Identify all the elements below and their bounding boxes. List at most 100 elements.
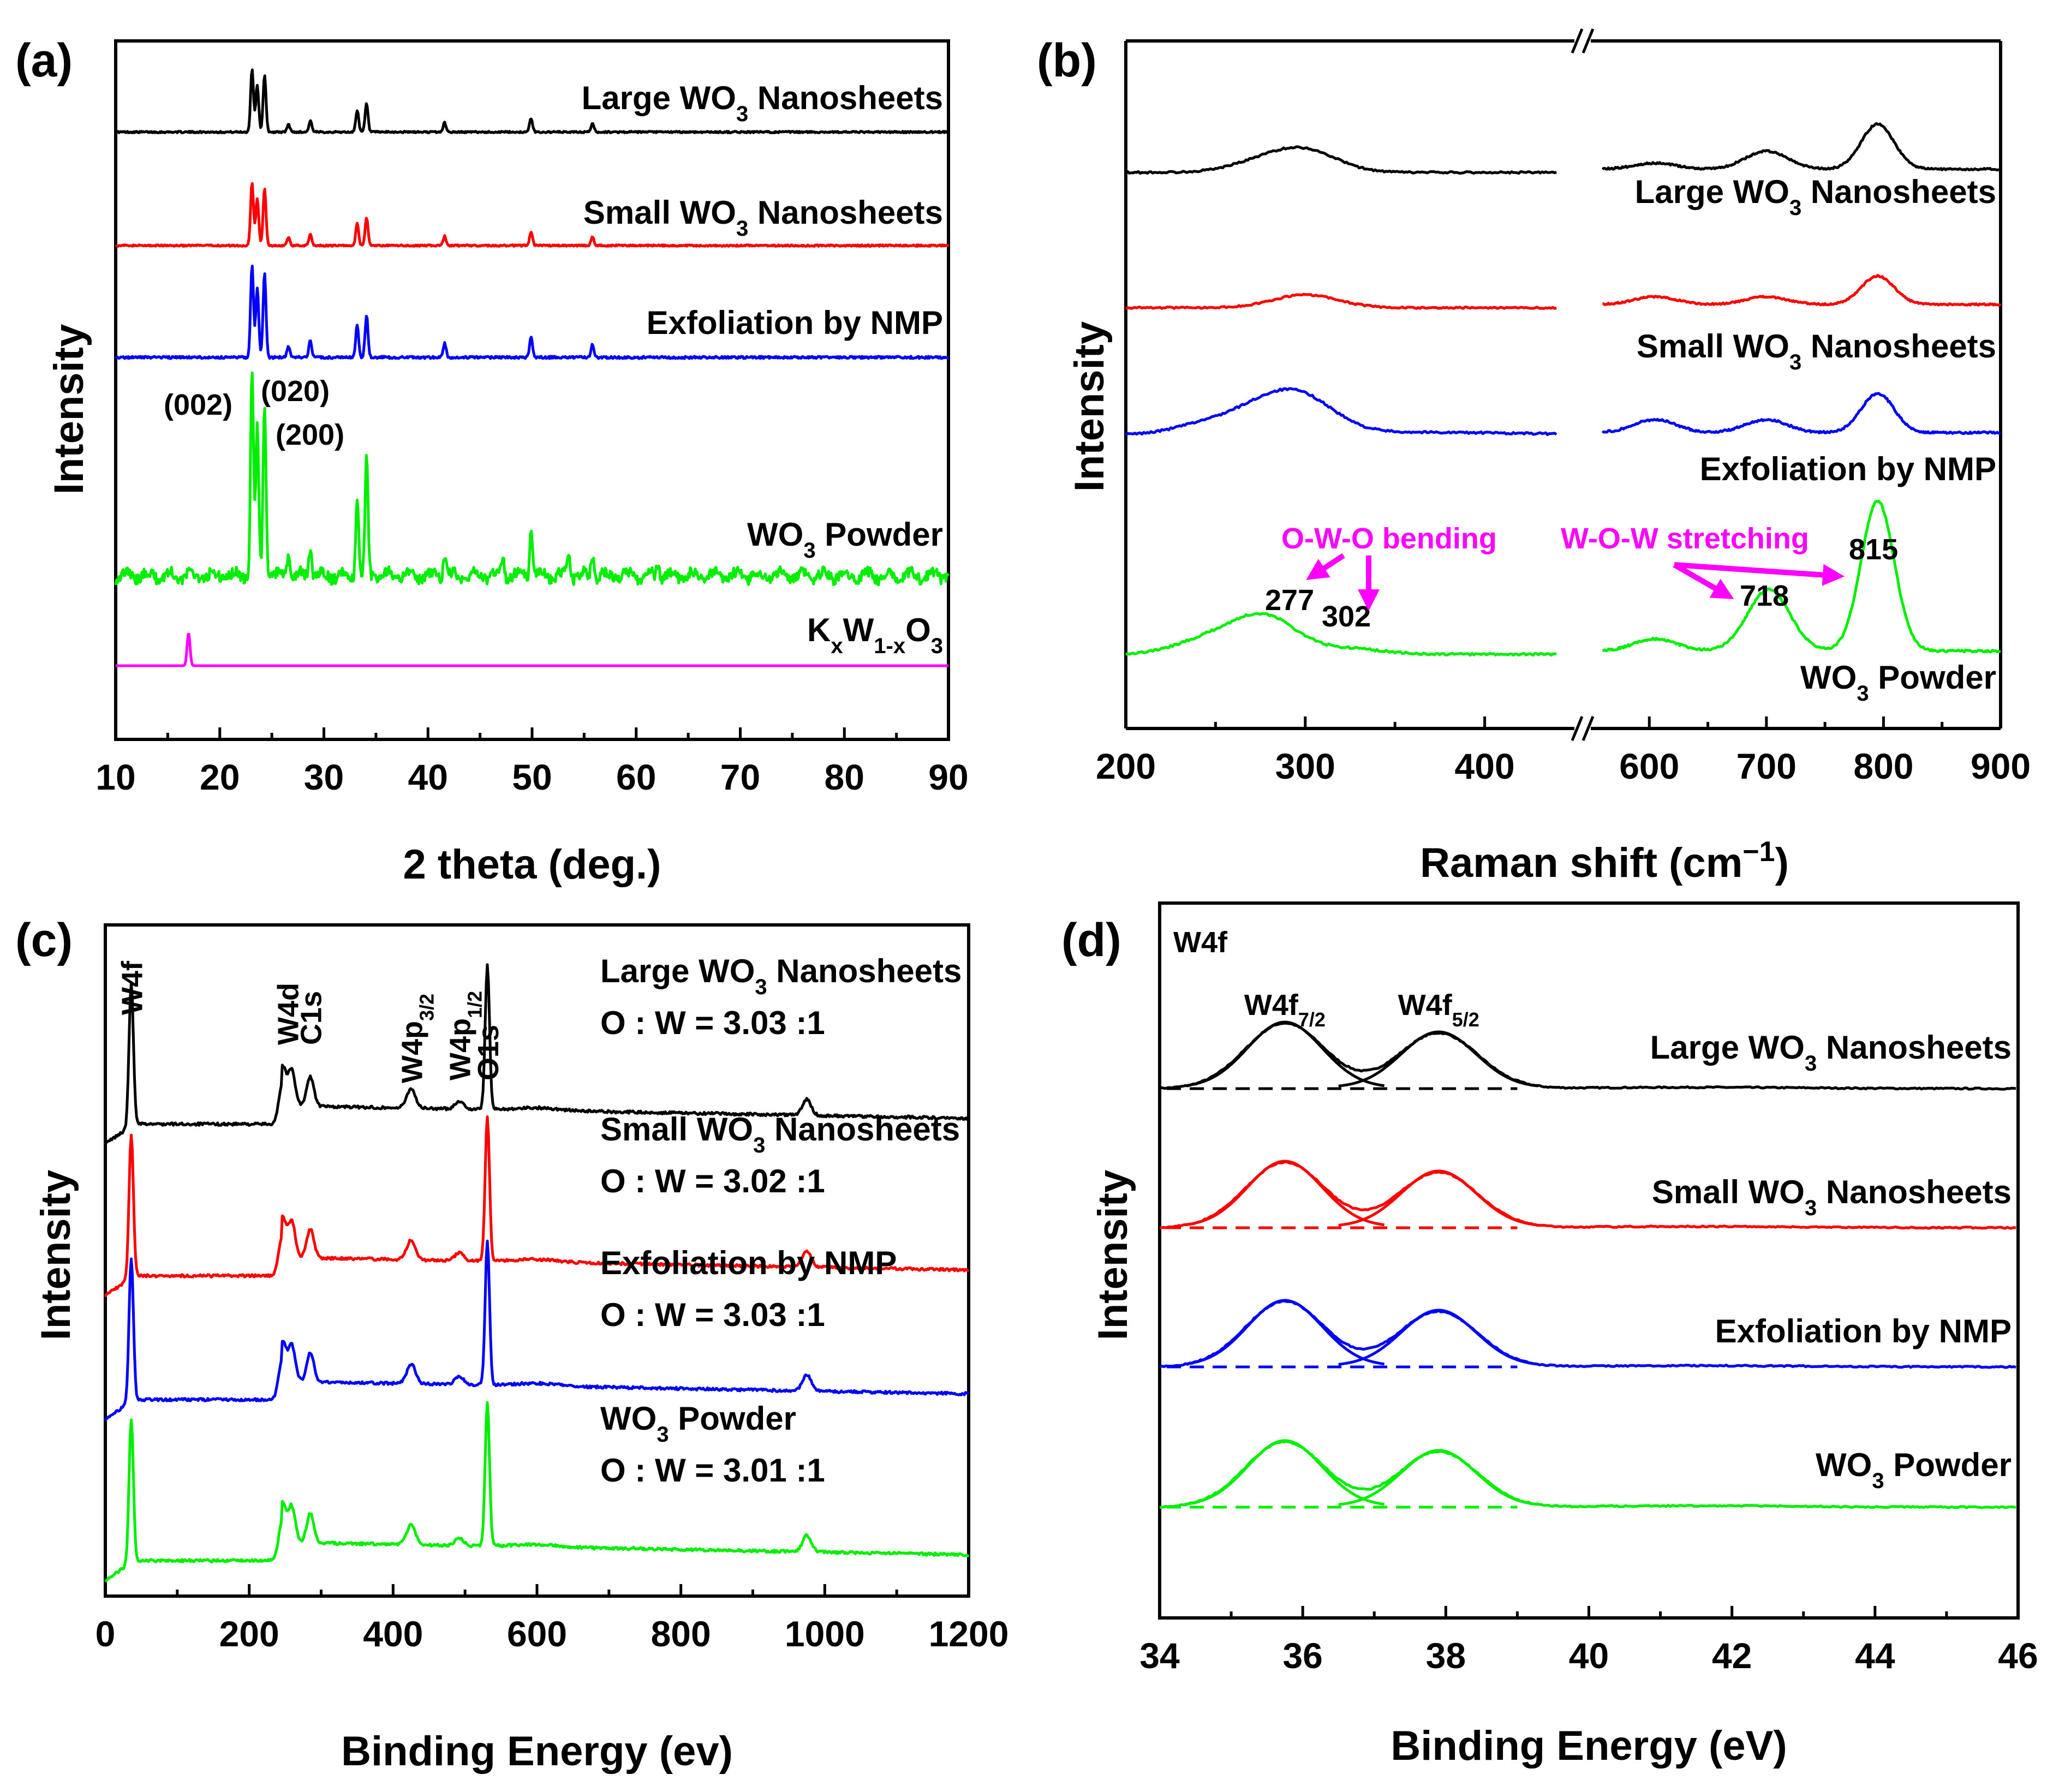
annotation-arrow bbox=[1306, 553, 1345, 580]
series-label: WO3 Powder bbox=[1800, 659, 1996, 706]
x-tick-label: 900 bbox=[1971, 746, 2031, 786]
panel-label: (c) bbox=[15, 914, 73, 966]
peak-label: W4d bbox=[272, 983, 305, 1045]
series-label: Exfoliation by NMP bbox=[1715, 1313, 2012, 1349]
x-tick-label: 50 bbox=[512, 757, 552, 797]
x-tick-label: 400 bbox=[363, 1614, 423, 1654]
annotation-bending: O-W-O bending bbox=[1281, 522, 1497, 555]
x-tick-label: 44 bbox=[1855, 1635, 1895, 1676]
x-tick-label: 38 bbox=[1426, 1635, 1466, 1676]
x-tick-label: 20 bbox=[200, 757, 240, 797]
series-label: Large WO3 Nanosheets bbox=[1650, 1029, 2012, 1076]
panel-a: 10 20 30 40 50 60 70 80 90 (a) Intensity 2 theta (d… bbox=[15, 34, 969, 888]
series-line-3 bbox=[104, 1401, 970, 1583]
x-tick-label: 600 bbox=[1619, 746, 1679, 786]
x-tick-label: 200 bbox=[1096, 746, 1156, 786]
ratio-label: O : W = 3.01 :1 bbox=[600, 1452, 825, 1489]
series-line-0 bbox=[115, 68, 949, 134]
series-line-4 bbox=[115, 632, 949, 667]
x-tick-label: 400 bbox=[1455, 746, 1515, 786]
x-tick-label: 42 bbox=[1712, 1635, 1752, 1676]
series-line-2 bbox=[1601, 392, 2002, 435]
series-line-0 bbox=[1601, 122, 2001, 171]
y-axis-label: Intensity bbox=[1066, 321, 1113, 492]
series-line-1 bbox=[115, 182, 950, 248]
x-tick-label: 1000 bbox=[785, 1614, 865, 1654]
series-line-3 bbox=[1602, 499, 2001, 654]
x-tick-label: 0 bbox=[96, 1614, 116, 1654]
peak-label-p302: 302 bbox=[1322, 600, 1371, 633]
series-line-3 bbox=[1125, 612, 1557, 657]
panel-label: (b) bbox=[1037, 34, 1097, 87]
series-label: Large WO3 Nanosheets bbox=[582, 80, 943, 126]
x-tick-label: 60 bbox=[616, 757, 656, 797]
series-label: Small WO3 Nanosheets bbox=[600, 1111, 960, 1157]
series-label: WO3 Powder bbox=[1816, 1447, 2012, 1493]
x-axis-label: Binding Energy (ev) bbox=[341, 1728, 733, 1775]
fit-peak-3-1 bbox=[1338, 1449, 1538, 1506]
series-label: WO3 Powder bbox=[747, 516, 943, 563]
x-tick-label: 800 bbox=[651, 1614, 711, 1654]
x-tick-label: 1200 bbox=[929, 1614, 1009, 1654]
y-axis-label: Intensity bbox=[1090, 1170, 1136, 1341]
peak-annotation: (200) bbox=[276, 419, 344, 451]
series-line-1 bbox=[1602, 274, 2002, 307]
series-line-2 bbox=[1125, 387, 1557, 437]
peak-label: C1s bbox=[295, 991, 328, 1045]
series-line-2 bbox=[115, 265, 950, 360]
x-tick-label: 70 bbox=[720, 757, 760, 797]
series-label: Exfoliation by NMP bbox=[600, 1245, 897, 1281]
x-tick-label: 46 bbox=[1998, 1635, 2038, 1676]
panel-label: (a) bbox=[15, 34, 73, 87]
peak-label: W4f bbox=[116, 960, 148, 1015]
series-label: Small WO3 Nanosheets bbox=[1637, 328, 1996, 374]
x-tick-label: 36 bbox=[1282, 1635, 1322, 1676]
series-line-0 bbox=[1125, 145, 1557, 175]
annotation-arrow bbox=[1674, 562, 1845, 586]
x-tick-label: 600 bbox=[507, 1614, 567, 1654]
annotation-arrow bbox=[1673, 562, 1734, 599]
x-axis-label: Raman shift (cm−1) bbox=[1420, 836, 1789, 886]
x-tick-label: 40 bbox=[1569, 1635, 1609, 1676]
peak-label: W4p1/2 bbox=[444, 991, 486, 1080]
x-tick-label: 30 bbox=[304, 757, 344, 797]
fit-peak-1-1 bbox=[1338, 1169, 1538, 1227]
series-line-3 bbox=[114, 371, 950, 587]
fit-peak-0-1 bbox=[1338, 1030, 1538, 1088]
peak-label-p815: 815 bbox=[1849, 533, 1898, 566]
peak-label: W4f5/2 bbox=[1398, 989, 1479, 1031]
panel-d: 34 36 38 40 42 44 46 (d) Intensity Binding Energy… bbox=[1061, 901, 2038, 1769]
annotation-stretching: W-O-W stretching bbox=[1561, 522, 1809, 555]
x-tick-label: 34 bbox=[1139, 1635, 1180, 1676]
series-line-1 bbox=[1125, 292, 1557, 310]
fit-peak-2-0 bbox=[1184, 1299, 1384, 1366]
ratio-label: O : W = 3.02 :1 bbox=[600, 1163, 825, 1199]
panel-title: W4f bbox=[1173, 926, 1228, 959]
ratio-label: O : W = 3.03 :1 bbox=[600, 1297, 825, 1333]
peak-label-p277: 277 bbox=[1265, 584, 1314, 617]
series-label: Exfoliation by NMP bbox=[647, 304, 943, 341]
x-tick-label: 90 bbox=[928, 757, 968, 797]
panel-c: 0 200 400 600 800 1000 1200 (c) Intensity Binding… bbox=[15, 914, 1008, 1775]
axis-break-mark bbox=[1581, 716, 1595, 741]
series-label: Large WO3 Nanosheets bbox=[600, 953, 962, 999]
fit-peak-1-0 bbox=[1184, 1160, 1384, 1227]
peak-label: W4p3/2 bbox=[396, 994, 438, 1083]
series-line-2 bbox=[104, 1239, 970, 1421]
fit-peak-2-1 bbox=[1338, 1309, 1538, 1366]
x-tick-label: 10 bbox=[96, 757, 135, 797]
x-tick-label: 300 bbox=[1275, 746, 1335, 786]
x-tick-label: 200 bbox=[219, 1614, 279, 1654]
x-axis-label: 2 theta (deg.) bbox=[403, 841, 661, 888]
series-label: Small WO3 Nanosheets bbox=[1652, 1174, 2012, 1220]
series-label: Large WO3 Nanosheets bbox=[1635, 174, 1996, 220]
series-line-0 bbox=[104, 963, 970, 1146]
ratio-label: O : W = 3.03 :1 bbox=[600, 1005, 825, 1041]
series-label: Small WO3 Nanosheets bbox=[583, 194, 943, 241]
x-tick-label: 800 bbox=[1853, 746, 1913, 786]
series-label: KxW1-xO3 bbox=[807, 612, 943, 658]
fit-peak-3-0 bbox=[1184, 1439, 1384, 1506]
axis-break-mark bbox=[1571, 716, 1584, 741]
fit-peak-0-0 bbox=[1184, 1020, 1384, 1088]
